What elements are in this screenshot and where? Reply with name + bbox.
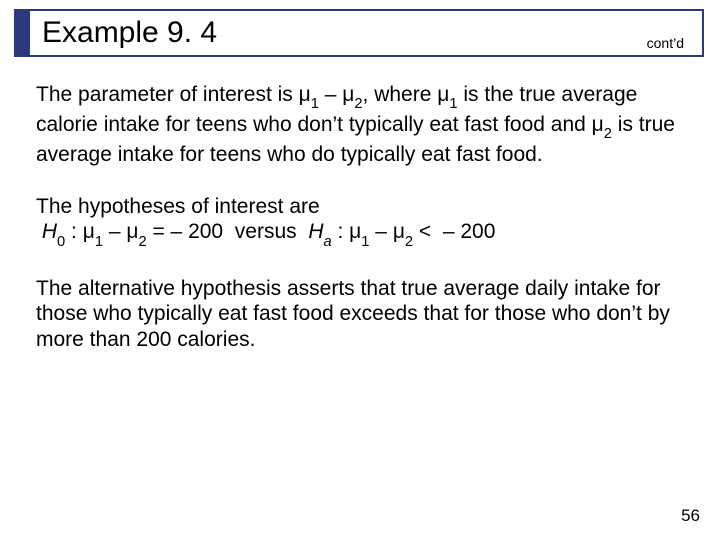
p2-text-d: = – 200 versus bbox=[147, 220, 309, 243]
sub-1: 1 bbox=[95, 234, 103, 250]
paragraph-2: The hypotheses of interest are H0 : μ1 –… bbox=[36, 194, 680, 250]
p1-text-b: – bbox=[319, 83, 342, 106]
p2-text-f: – bbox=[369, 220, 392, 243]
paragraph-3: The alternative hypothesis asserts that … bbox=[36, 276, 680, 353]
slide: Example 9. 4 cont’d The parameter of int… bbox=[0, 0, 720, 540]
sub-2: 2 bbox=[138, 234, 146, 250]
p1-text-c: , where bbox=[363, 83, 438, 106]
contd-label: cont’d bbox=[647, 35, 684, 51]
sub-0: 0 bbox=[57, 234, 65, 250]
p2-text-a: The hypotheses of interest are bbox=[36, 195, 320, 218]
mu-symbol: μ bbox=[349, 220, 361, 243]
mu-symbol: μ bbox=[592, 113, 604, 136]
p2-text-e: : bbox=[332, 220, 350, 243]
sub-2: 2 bbox=[354, 96, 362, 112]
sub-a: a bbox=[323, 234, 331, 250]
title-box: Example 9. 4 cont’d bbox=[14, 9, 704, 57]
sub-1: 1 bbox=[311, 96, 319, 112]
page-number: 56 bbox=[681, 506, 700, 526]
sub-1: 1 bbox=[361, 234, 369, 250]
mu-symbol: μ bbox=[126, 220, 138, 243]
mu-symbol: μ bbox=[393, 220, 405, 243]
p1-text-a: The parameter of interest is bbox=[36, 83, 299, 106]
p2-text-g: < – 200 bbox=[413, 220, 495, 243]
slide-title: Example 9. 4 bbox=[16, 16, 217, 50]
mu-symbol: μ bbox=[437, 83, 449, 106]
mu-symbol: μ bbox=[342, 83, 354, 106]
h-symbol: H bbox=[308, 220, 323, 243]
sub-1: 1 bbox=[449, 96, 457, 112]
sub-2: 2 bbox=[405, 234, 413, 250]
title-marker bbox=[14, 9, 30, 57]
paragraph-1: The parameter of interest is μ1 – μ2, wh… bbox=[36, 82, 680, 168]
sub-2: 2 bbox=[604, 126, 612, 142]
mu-symbol: μ bbox=[83, 220, 95, 243]
p2-text-c: – bbox=[103, 220, 126, 243]
slide-content: The parameter of interest is μ1 – μ2, wh… bbox=[36, 82, 680, 378]
h-symbol: H bbox=[42, 220, 57, 243]
p2-text-b: : bbox=[65, 220, 83, 243]
mu-symbol: μ bbox=[299, 83, 311, 106]
